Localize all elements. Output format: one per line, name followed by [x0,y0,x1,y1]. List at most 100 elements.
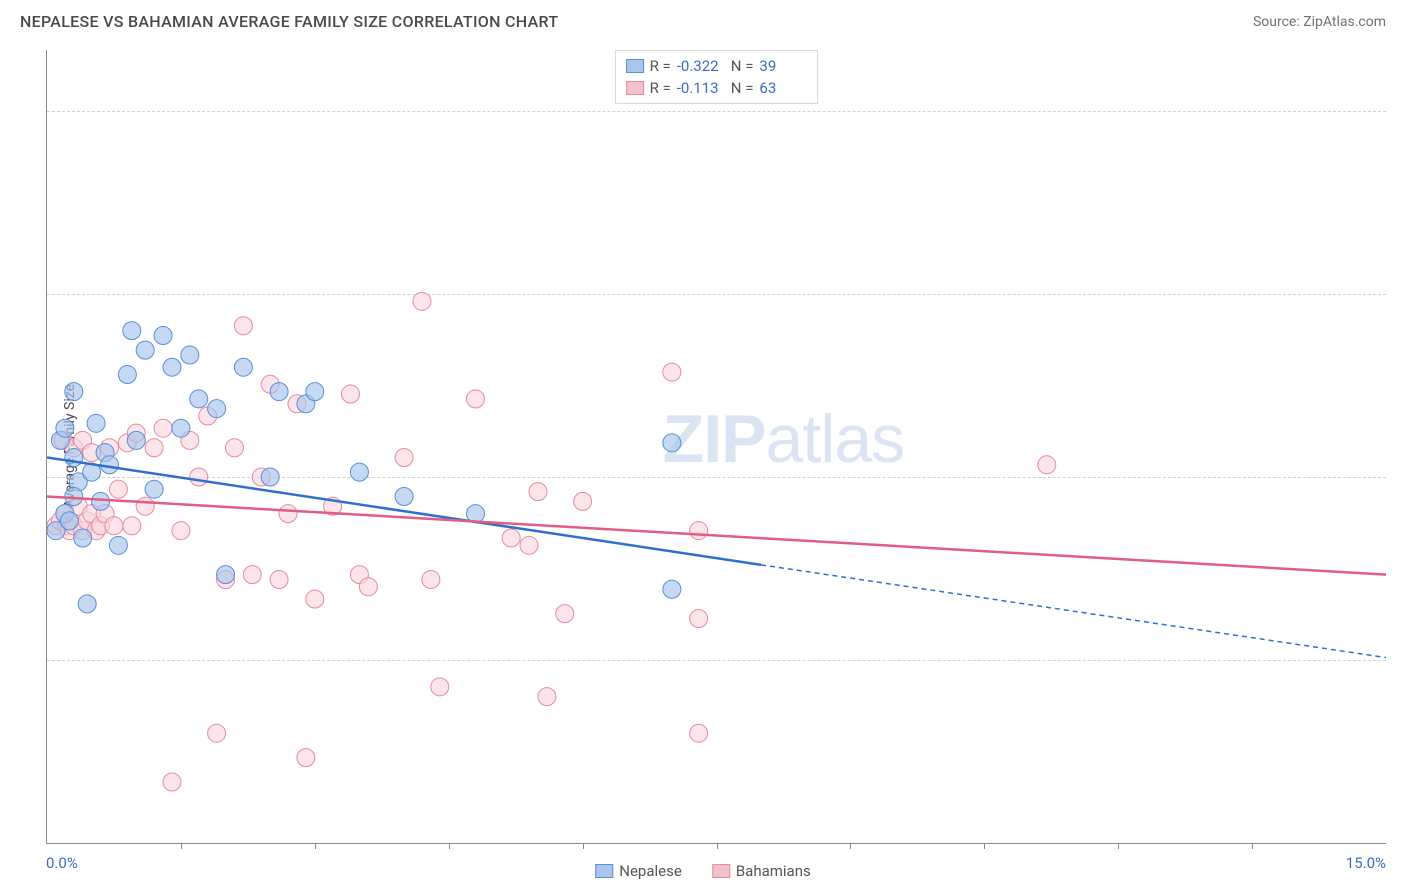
scatter-point [359,578,377,596]
source-label: Source: ZipAtlas.com [1253,14,1386,30]
scatter-point [181,346,199,364]
r-label: R = [650,79,671,97]
scatter-point [105,517,123,535]
scatter-point [127,431,145,449]
chart-title: NEPALESE VS BAHAMIAN AVERAGE FAMILY SIZE… [20,12,558,31]
trend-line [47,497,1386,575]
scatter-point [118,366,136,384]
x-tick [850,843,851,849]
scatter-svg [47,50,1386,843]
swatch-bahamians [626,81,644,95]
scatter-point [690,610,708,628]
scatter-point [270,383,288,401]
swatch-bahamians-bottom [712,864,730,878]
scatter-point [145,439,163,457]
legend-item-nepalese: Nepalese [595,862,682,880]
scatter-point [217,566,235,584]
scatter-point [297,749,315,767]
trend-line-dashed [761,565,1386,658]
x-max-label: 15.0% [1346,854,1386,872]
scatter-point [279,505,297,523]
scatter-point [56,419,74,437]
scatter-point [520,536,538,554]
scatter-point [123,322,141,340]
scatter-point [109,480,127,498]
scatter-point [172,419,190,437]
scatter-point [74,529,92,547]
scatter-point [163,773,181,791]
swatch-nepalese [626,59,644,73]
scatter-point [690,522,708,540]
scatter-point [65,383,83,401]
scatter-point [663,580,681,598]
scatter-point [92,492,110,510]
scatter-point [466,390,484,408]
scatter-point [395,488,413,506]
legend-row-nepalese: R = -0.322 N = 39 [626,55,808,77]
x-tick [984,843,985,849]
x-tick [315,843,316,849]
scatter-point [413,292,431,310]
n-value-nepalese: 39 [759,57,807,75]
scatter-point [574,492,592,510]
x-tick [717,843,718,849]
r-value-bahamians: -0.113 [677,79,725,97]
scatter-point [342,385,360,403]
scatter-point [243,566,261,584]
x-tick [181,843,182,849]
scatter-point [306,590,324,608]
scatter-point [109,536,127,554]
scatter-point [306,383,324,401]
scatter-point [172,522,190,540]
scatter-point [87,414,105,432]
scatter-point [395,448,413,466]
scatter-point [538,688,556,706]
scatter-point [663,363,681,381]
legend-row-bahamians: R = -0.113 N = 63 [626,77,808,99]
scatter-point [136,341,154,359]
x-tick [1252,843,1253,849]
scatter-point [261,468,279,486]
scatter-point [663,434,681,452]
n-label: N = [731,79,754,97]
scatter-point [208,400,226,418]
swatch-nepalese-bottom [595,864,613,878]
scatter-point [234,317,252,335]
r-value-nepalese: -0.322 [677,57,725,75]
scatter-point [154,419,172,437]
scatter-point [154,326,172,344]
trend-line [47,457,761,564]
scatter-point [556,605,574,623]
x-tick [449,843,450,849]
scatter-point [145,480,163,498]
r-label: R = [650,57,671,75]
scatter-point [350,463,368,481]
scatter-point [136,497,154,515]
scatter-point [123,517,141,535]
scatter-point [78,595,96,613]
scatter-point [60,512,78,530]
chart-plot-area: ZIPatlas R = -0.322 N = 39 R = -0.113 N … [46,50,1386,844]
legend-item-bahamians: Bahamians [712,862,811,880]
legend-label-nepalese: Nepalese [619,862,682,880]
x-tick [1118,843,1119,849]
scatter-point [690,724,708,742]
scatter-point [502,529,520,547]
scatter-point [1038,456,1056,474]
scatter-point [529,483,547,501]
x-tick [583,843,584,849]
correlation-legend: R = -0.322 N = 39 R = -0.113 N = 63 [615,50,819,104]
scatter-point [190,468,208,486]
series-legend: Nepalese Bahamians [595,862,810,880]
n-label: N = [731,57,754,75]
scatter-point [65,448,83,466]
scatter-point [234,358,252,376]
n-value-bahamians: 63 [759,79,807,97]
legend-label-bahamians: Bahamians [736,862,811,880]
scatter-point [163,358,181,376]
scatter-point [431,678,449,696]
scatter-point [270,570,288,588]
scatter-point [208,724,226,742]
x-min-label: 0.0% [46,854,78,872]
scatter-point [225,439,243,457]
